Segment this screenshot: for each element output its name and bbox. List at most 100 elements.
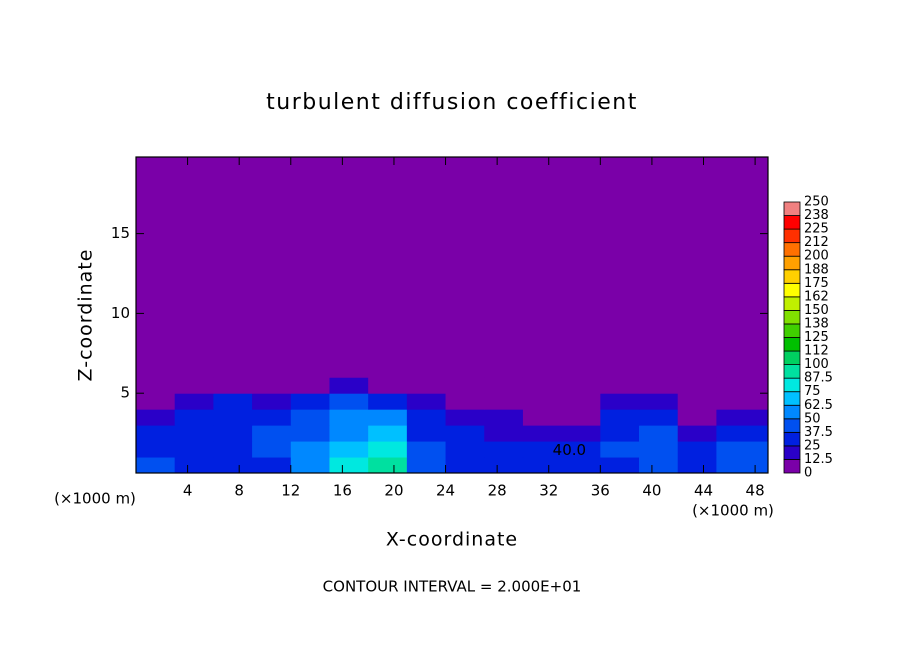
colorbar-label: 75	[804, 384, 821, 399]
heat-cell	[716, 157, 769, 378]
heat-cell	[213, 377, 253, 394]
heat-cell	[716, 409, 769, 426]
x-tick-label: 40	[642, 482, 661, 500]
colorbar-label: 12.5	[804, 452, 833, 467]
colorbar-box	[783, 364, 801, 379]
heat-cell	[639, 157, 679, 378]
heat-cell	[406, 457, 447, 474]
heat-cell	[174, 393, 214, 410]
x-tick-label: 32	[539, 482, 558, 500]
heat-cell	[406, 425, 447, 442]
heat-cell	[639, 409, 679, 426]
y-tick-label: 5	[120, 384, 130, 402]
heat-cell	[561, 409, 601, 426]
heat-cell	[522, 441, 563, 458]
heat-cell	[716, 425, 769, 442]
heat-cell	[213, 441, 253, 458]
x-tick-label: 20	[384, 482, 403, 500]
heat-cell	[136, 425, 176, 442]
heat-cell	[213, 157, 253, 378]
heat-cell	[136, 393, 176, 410]
heat-cell	[600, 441, 640, 458]
colorbar-label: 162	[804, 289, 829, 304]
colorbar-box	[783, 309, 801, 325]
x-unit-label: (×1000 m)	[692, 502, 774, 520]
heat-cell	[445, 425, 485, 442]
heat-cell	[174, 441, 214, 458]
heat-cell	[445, 393, 485, 410]
heat-cell	[716, 441, 769, 458]
colorbar-box	[783, 377, 801, 393]
heat-cell	[136, 457, 176, 474]
plot-frame	[135, 156, 769, 474]
colorbar-box	[783, 445, 801, 460]
heat-cell	[213, 409, 253, 426]
heat-cell	[329, 409, 369, 426]
heat-cell	[716, 457, 769, 474]
heat-cell	[368, 425, 408, 442]
heat-cell	[522, 425, 563, 442]
colorbar-box	[783, 337, 801, 352]
heat-cell	[522, 457, 563, 474]
heat-cell	[677, 377, 717, 394]
heat-cell	[174, 457, 214, 474]
heat-cell	[406, 441, 447, 458]
x-tick-label: 28	[488, 482, 507, 500]
heat-cell	[561, 157, 601, 378]
heat-cell	[329, 377, 369, 394]
heat-cell	[716, 377, 769, 394]
colorbar-box	[783, 350, 801, 365]
colorbar-label: 87.5	[804, 371, 833, 386]
colorbar-box	[783, 242, 801, 257]
heat-cell	[290, 409, 330, 426]
colorbar-box	[783, 269, 801, 284]
heat-cell	[213, 425, 253, 442]
heat-cell	[252, 425, 292, 442]
heat-cell	[677, 409, 717, 426]
heat-cell	[290, 393, 330, 410]
heat-cell	[406, 393, 447, 410]
heat-cell	[368, 377, 408, 394]
colorbar-label: 112	[804, 344, 829, 359]
colorbar-box	[783, 296, 801, 311]
heat-cell	[329, 441, 369, 458]
heat-cell	[600, 393, 640, 410]
heat-cell	[290, 377, 330, 394]
heat-cell	[174, 157, 214, 378]
heat-cell	[716, 393, 769, 410]
heat-cell	[677, 393, 717, 410]
heat-cell	[484, 377, 524, 394]
heat-cell	[677, 457, 717, 474]
colorbar-label: 188	[804, 262, 829, 277]
heat-cell	[445, 441, 485, 458]
heat-cell	[252, 393, 292, 410]
colorbar-label: 62.5	[804, 398, 833, 413]
heat-cell	[600, 425, 640, 442]
heat-cell	[522, 377, 563, 394]
heat-cell	[639, 377, 679, 394]
heat-cell	[174, 377, 214, 394]
heat-cell	[445, 377, 485, 394]
heat-cell	[484, 409, 524, 426]
colorbar-label: 138	[804, 316, 829, 331]
heat-cell	[290, 441, 330, 458]
heat-cell	[600, 157, 640, 378]
colorbar-label: 250	[804, 195, 829, 210]
heat-cell	[252, 441, 292, 458]
colorbar-label: 238	[804, 208, 829, 223]
colorbar-box	[783, 391, 801, 406]
colorbar-box	[783, 282, 801, 298]
colorbar-label: 100	[804, 357, 829, 372]
colorbar-box	[783, 418, 801, 433]
heat-cell	[639, 457, 679, 474]
colorbar-label: 212	[804, 235, 829, 250]
heat-cell	[136, 441, 176, 458]
colorbar-label: 175	[804, 276, 829, 291]
heat-cell	[484, 425, 524, 442]
colorbar-label: 200	[804, 249, 829, 264]
colorbar-box	[783, 201, 801, 216]
colorbar-box	[783, 228, 801, 244]
heat-cell	[677, 425, 717, 442]
colorbar-box	[783, 431, 801, 447]
heat-cell	[522, 393, 563, 410]
